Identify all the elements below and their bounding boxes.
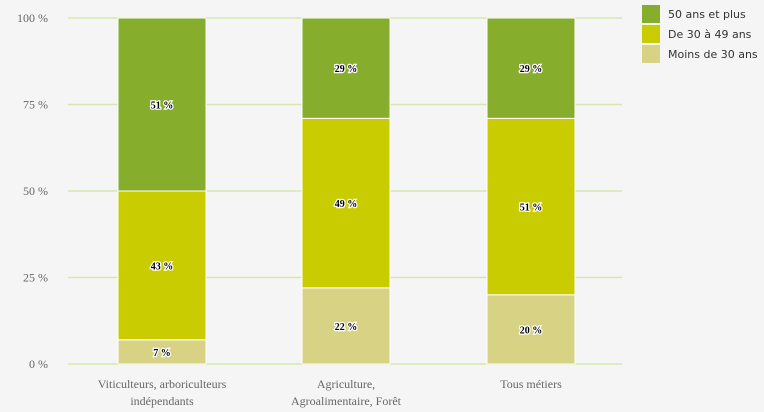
bar-segment — [486, 294, 576, 365]
legend-swatch — [642, 5, 660, 23]
legend-swatch — [642, 25, 660, 43]
y-tick-label: 25 % — [23, 271, 48, 285]
data-label: 29 % — [335, 64, 358, 75]
x-category-label: Agriculture, — [317, 377, 375, 391]
y-tick-label: 75 % — [23, 98, 48, 112]
legend-label: 50 ans et plus — [668, 7, 746, 21]
bar-segment — [301, 17, 391, 119]
data-label: 49 % — [335, 199, 358, 210]
legend-item[interactable]: De 30 à 49 ans — [642, 24, 758, 44]
bar-segment — [117, 17, 207, 192]
bar-segment — [117, 190, 207, 341]
data-label: 7 % — [153, 348, 171, 359]
legend-label: De 30 à 49 ans — [668, 27, 752, 41]
data-label: 51 % — [151, 101, 174, 112]
legend-swatch — [642, 45, 660, 63]
legend-item[interactable]: 50 ans et plus — [642, 4, 758, 24]
data-label: 20 % — [520, 325, 543, 336]
bars: 7 % 43 % 51 % 22 % 49 % 29 % 20 % 51 % 29 % — [117, 17, 576, 365]
x-category-label: Agroalimentaire, Forêt — [291, 394, 402, 408]
bar-segment — [301, 287, 391, 365]
x-category-label: Tous métiers — [500, 377, 562, 391]
bar-segment — [486, 117, 576, 296]
bar-segment — [301, 117, 391, 289]
data-label: 43 % — [151, 261, 174, 272]
bar-segment — [117, 339, 207, 365]
bar-segment — [486, 17, 576, 119]
y-axis-ticks: 0 % 25 % 50 % 75 % 100 % — [17, 11, 48, 371]
data-label: 22 % — [335, 322, 358, 333]
x-axis-labels: Viticulteurs, arboriculteurs indépendants… — [98, 377, 562, 408]
x-category-label: indépendants — [130, 394, 194, 408]
y-tick-label: 0 % — [29, 357, 48, 371]
y-tick-label: 50 % — [23, 184, 48, 198]
legend-item[interactable]: Moins de 30 ans — [642, 44, 758, 64]
data-label: 51 % — [520, 203, 543, 214]
x-category-label: Viticulteurs, arboriculteurs — [98, 377, 227, 391]
legend: 50 ans et plus De 30 à 49 ans Moins de 30 … — [642, 4, 758, 64]
legend-label: Moins de 30 ans — [668, 47, 758, 61]
data-label: 29 % — [520, 64, 543, 75]
y-tick-label: 100 % — [17, 11, 48, 25]
